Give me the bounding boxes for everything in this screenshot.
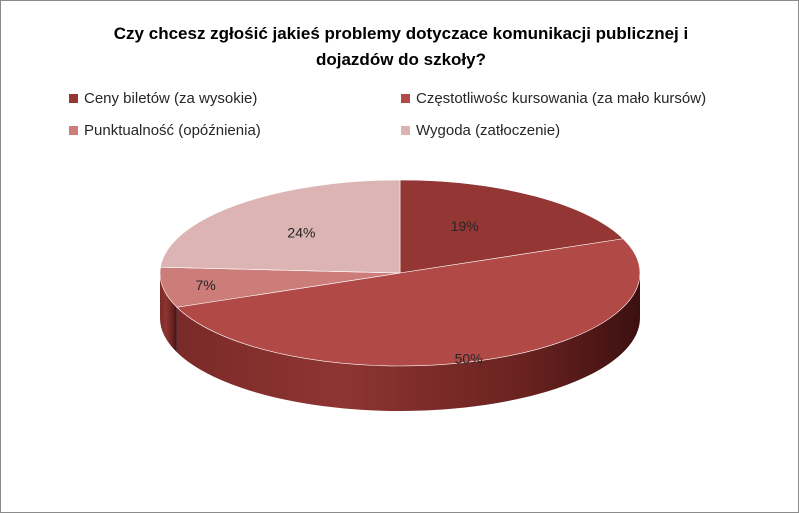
legend-label-punktualnosc: Punktualność (opóźnienia) bbox=[84, 122, 261, 139]
data-label-wygoda-zatloczenie: 24% bbox=[287, 224, 315, 240]
data-label-czestotliwosc-kursowania-za-malo-kursow: 50% bbox=[455, 351, 483, 367]
pie-slice-czestotliwosc-kursowania-za-malo-kursow bbox=[176, 238, 641, 367]
legend-item-wygoda: Wygoda (zatłoczenie) bbox=[401, 122, 560, 139]
legend-swatch-ceny-biletow bbox=[69, 94, 78, 103]
pie-side-punktualnosc-opoznienia bbox=[160, 273, 177, 353]
pie-slice-wygoda-zatloczenie bbox=[160, 179, 401, 274]
legend-label-ceny-biletow: Ceny biletów (za wysokie) bbox=[84, 90, 258, 107]
legend-swatch-czestotliwosc bbox=[401, 94, 410, 103]
legend-swatch-wygoda bbox=[401, 126, 410, 135]
legend-swatch-punktualnosc bbox=[69, 126, 78, 135]
chart-title: Czy chcesz zgłośić jakieś problemy dotyc… bbox=[101, 21, 701, 73]
pie-side-czestotliwosc-kursowania-za-malo-kursow bbox=[176, 273, 641, 412]
legend-item-ceny-biletow: Ceny biletów (za wysokie) bbox=[69, 90, 257, 107]
legend-item-punktualnosc: Punktualność (opóźnienia) bbox=[69, 122, 261, 139]
chart-title-line-2: dojazdów do szkoły? bbox=[315, 50, 486, 69]
legend-label-czestotliwosc: Częstotliwośc kursowania (za mało kursów… bbox=[416, 90, 707, 107]
pie-slice-ceny-biletow-za-wysokie bbox=[399, 179, 624, 274]
data-label-punktualnosc-opoznienia: 7% bbox=[196, 277, 216, 293]
chart-title-line-1: Czy chcesz zgłośić jakieś problemy dotyc… bbox=[113, 24, 689, 43]
legend-item-czestotliwosc: Częstotliwośc kursowania (za mało kursów… bbox=[401, 90, 706, 107]
pie-slice-punktualnosc-opoznienia bbox=[159, 266, 401, 308]
legend-label-wygoda: Wygoda (zatłoczenie) bbox=[416, 122, 561, 139]
data-label-ceny-biletow-za-wysokie: 19% bbox=[451, 218, 479, 234]
